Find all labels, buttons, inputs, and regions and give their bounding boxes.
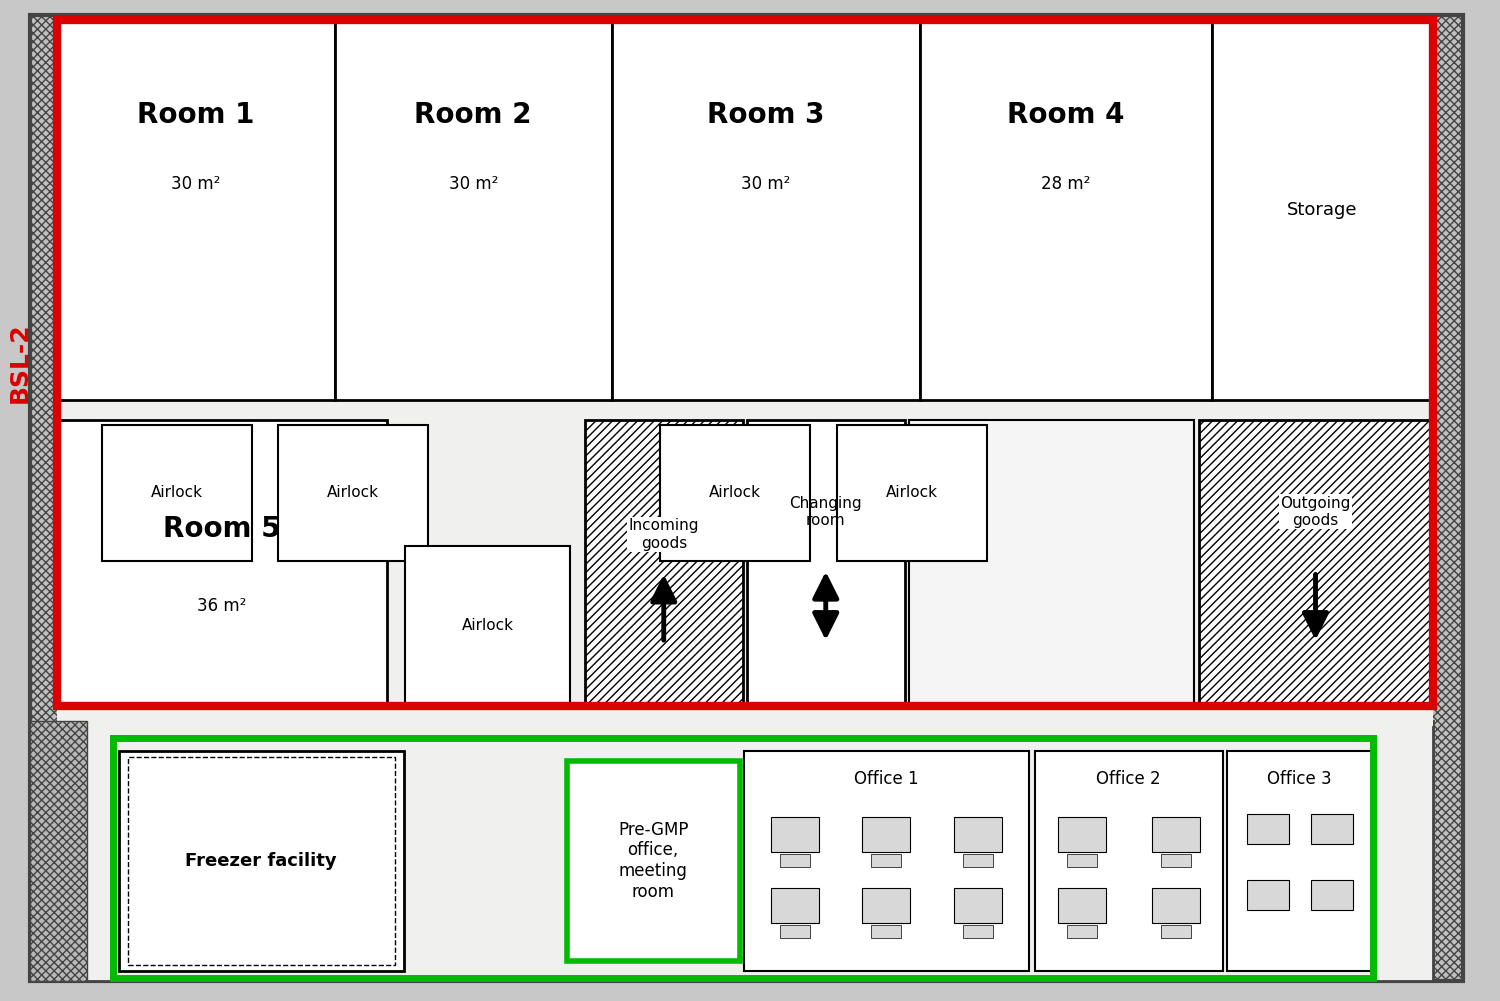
Bar	[660, 425, 810, 561]
Bar	[1066, 855, 1096, 868]
Text: Airlock: Airlock	[886, 485, 938, 500]
Bar	[57, 20, 1432, 706]
Bar	[57, 721, 1432, 981]
Text: Airlock: Airlock	[152, 485, 202, 500]
Bar	[57, 20, 1432, 706]
Text: Changing
room: Changing room	[789, 495, 862, 528]
Text: Freezer facility: Freezer facility	[184, 852, 338, 870]
Bar	[612, 20, 920, 400]
Text: Room 1: Room 1	[136, 101, 255, 129]
Text: Office 3: Office 3	[1268, 771, 1332, 789]
Bar	[963, 925, 993, 938]
Text: Room 4: Room 4	[1007, 101, 1125, 129]
Bar	[567, 761, 740, 961]
Bar	[1246, 814, 1288, 844]
Bar	[1152, 818, 1200, 853]
Text: 36 m²: 36 m²	[198, 597, 246, 615]
Bar	[1058, 888, 1106, 923]
Bar	[334, 20, 612, 400]
Text: 30 m²: 30 m²	[448, 174, 498, 192]
Text: Office 1: Office 1	[853, 771, 920, 789]
Bar	[102, 425, 252, 561]
Bar	[1246, 880, 1288, 910]
Text: Room 2: Room 2	[414, 101, 532, 129]
Text: Room 3: Room 3	[706, 101, 825, 129]
Text: Pre-GMP
office,
meeting
room: Pre-GMP office, meeting room	[618, 821, 688, 901]
Bar	[1161, 925, 1191, 938]
Bar	[1212, 20, 1432, 400]
Bar	[57, 420, 387, 706]
Text: Room 5: Room 5	[164, 515, 280, 543]
Bar	[1035, 751, 1222, 971]
Bar	[909, 420, 1194, 706]
Text: 30 m²: 30 m²	[171, 174, 220, 192]
Bar	[112, 738, 1373, 978]
Bar	[57, 20, 334, 400]
Bar	[585, 420, 742, 706]
Bar	[862, 818, 910, 853]
Bar	[30, 721, 87, 981]
Bar	[780, 925, 810, 938]
Bar	[771, 818, 819, 853]
Bar	[771, 888, 819, 923]
Text: Airlock: Airlock	[327, 485, 378, 500]
Text: 30 m²: 30 m²	[741, 174, 790, 192]
Bar	[1152, 888, 1200, 923]
Bar	[57, 701, 1432, 726]
Bar	[920, 20, 1212, 400]
Text: Outgoing
goods: Outgoing goods	[1281, 495, 1350, 528]
Bar	[1227, 751, 1373, 971]
Bar	[871, 855, 901, 868]
Bar	[747, 420, 904, 706]
Bar	[118, 751, 404, 971]
Bar	[837, 425, 987, 561]
Text: Incoming
goods: Incoming goods	[628, 519, 699, 551]
Bar	[1311, 814, 1353, 844]
Bar	[963, 855, 993, 868]
Text: 28 m²: 28 m²	[1041, 174, 1090, 192]
Text: Office 2: Office 2	[1096, 771, 1161, 789]
Bar	[1311, 880, 1353, 910]
Bar	[744, 751, 1029, 971]
Bar	[1161, 855, 1191, 868]
Bar	[405, 546, 570, 706]
Bar	[954, 888, 1002, 923]
Bar	[862, 888, 910, 923]
Bar	[278, 425, 428, 561]
Bar	[780, 855, 810, 868]
Text: Airlock: Airlock	[710, 485, 760, 500]
Text: BSL-2: BSL-2	[8, 322, 32, 403]
Bar	[1198, 420, 1432, 706]
Text: Storage: Storage	[1287, 201, 1358, 219]
Bar	[871, 925, 901, 938]
Text: Airlock: Airlock	[462, 619, 513, 633]
Bar	[1066, 925, 1096, 938]
Bar	[1058, 818, 1106, 853]
Bar	[954, 818, 1002, 853]
Bar	[128, 757, 394, 965]
